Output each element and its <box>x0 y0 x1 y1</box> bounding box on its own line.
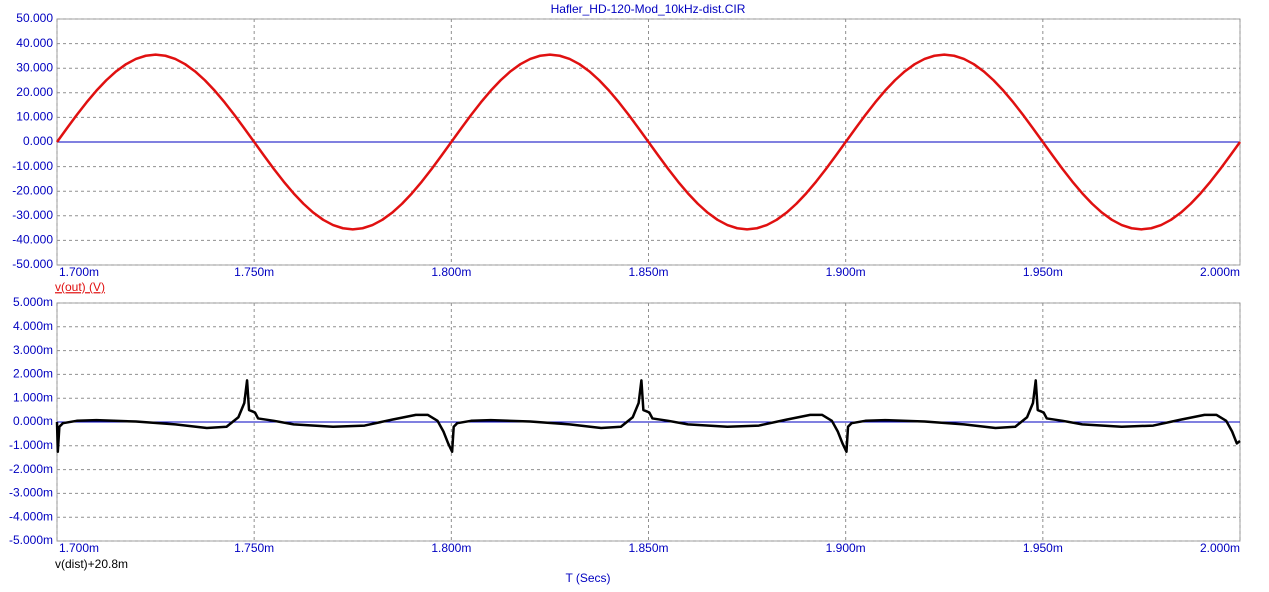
x-tick-label: 1.850m <box>628 541 668 555</box>
x-tick-label: 1.950m <box>1023 541 1063 555</box>
x-tick-label: 1.700m <box>59 541 99 555</box>
x-tick-label: 1.700m <box>59 265 99 279</box>
chart-title: Hafler_HD-120-Mod_10kHz-dist.CIR <box>551 2 746 16</box>
x-tick-label: 1.750m <box>234 541 274 555</box>
y-tick-label: -3.000m <box>9 486 53 500</box>
y-tick-label: 0.000m <box>13 414 53 428</box>
y-tick-label: 1.000m <box>13 390 53 404</box>
x-tick-label: 2.000m <box>1200 541 1240 555</box>
y-tick-label: 2.000m <box>13 367 53 381</box>
x-tick-label: 1.800m <box>431 541 471 555</box>
x-tick-label: 1.900m <box>826 541 866 555</box>
y-tick-label: -5.000m <box>9 533 53 547</box>
y-tick-label: 40.000 <box>16 36 53 50</box>
y-tick-label: -20.000 <box>12 183 53 197</box>
y-tick-label: -40.000 <box>12 233 53 247</box>
x-tick-label: 1.950m <box>1023 265 1063 279</box>
x-tick-label: 1.850m <box>628 265 668 279</box>
x-tick-label: 1.900m <box>826 265 866 279</box>
x-tick-label: 1.800m <box>431 265 471 279</box>
legend-label: v(dist)+20.8m <box>55 557 128 571</box>
y-tick-label: -50.000 <box>12 257 53 271</box>
y-tick-label: -30.000 <box>12 208 53 222</box>
series-line <box>55 379 1241 453</box>
y-tick-label: 0.000 <box>23 134 53 148</box>
y-tick-label: -1.000m <box>9 438 53 452</box>
x-tick-label: 1.750m <box>234 265 274 279</box>
y-tick-label: 10.000 <box>16 110 53 124</box>
y-tick-label: -2.000m <box>9 462 53 476</box>
x-tick-label: 2.000m <box>1200 265 1240 279</box>
y-tick-label: 3.000m <box>13 343 53 357</box>
legend-label: v(out) (V) <box>55 280 105 294</box>
y-tick-label: 5.000m <box>13 295 53 309</box>
y-tick-label: 4.000m <box>13 319 53 333</box>
y-tick-label: -10.000 <box>12 159 53 173</box>
series-line <box>55 53 1242 231</box>
x-axis-label: T (Secs) <box>565 571 610 585</box>
y-tick-label: 30.000 <box>16 60 53 74</box>
y-tick-label: 20.000 <box>16 85 53 99</box>
y-tick-label: 50.000 <box>16 11 53 25</box>
y-tick-label: -4.000m <box>9 509 53 523</box>
